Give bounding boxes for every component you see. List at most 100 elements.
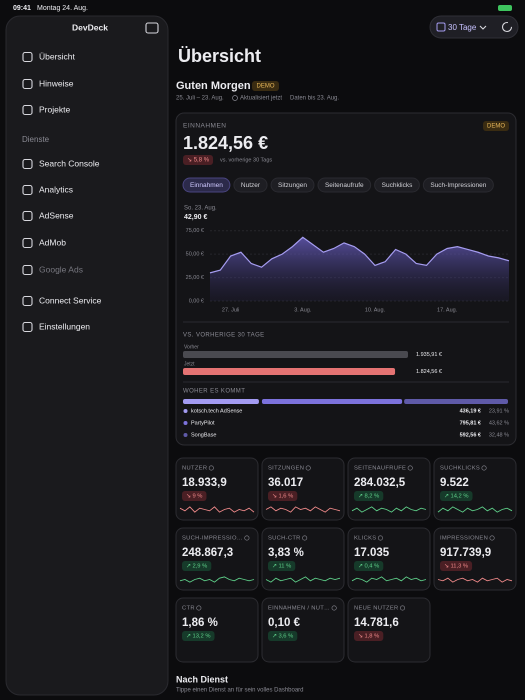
source-value: 592,56 €: [460, 432, 481, 438]
metric-card[interactable]: [261, 457, 345, 521]
tab[interactable]: Sitzungen: [278, 182, 307, 189]
info-icon: [331, 605, 337, 611]
sparkline: [351, 506, 427, 513]
line: [209, 236, 510, 274]
metric-card[interactable]: [175, 527, 259, 591]
nav-item[interactable]: Connect Service: [39, 295, 102, 305]
sparkline: [265, 576, 341, 583]
nav-item[interactable]: Projekte: [39, 104, 70, 114]
source-share: 23,91 %: [489, 408, 509, 414]
change-badge: ↘ 11,3 %: [444, 564, 468, 570]
legend-dot: [183, 409, 188, 413]
change-badge: ↘ 9 %: [186, 494, 202, 500]
tab[interactable]: Such-Impressionen: [430, 182, 486, 189]
nav-icon: [22, 104, 33, 116]
tab-bg: [317, 177, 372, 193]
nav-item[interactable]: Einstellungen: [39, 321, 90, 331]
info-icon: [400, 605, 406, 611]
change-badge-bg: [354, 561, 384, 571]
section-subtitle: Tippe einen Dienst an für sein volles Da…: [176, 688, 304, 694]
metric-value: 0,10 €: [268, 617, 301, 629]
info-icon: [196, 605, 202, 611]
change-badge-bg: [440, 561, 473, 571]
section-label: Dienste: [22, 135, 50, 144]
refresh-button[interactable]: [501, 21, 513, 33]
metric-card[interactable]: [261, 597, 345, 663]
info-icon: [481, 465, 487, 471]
change-badge-bg: [268, 631, 298, 641]
nav-item[interactable]: AdSense: [39, 210, 74, 220]
metric-name: IMPRESSIONEN: [440, 536, 488, 542]
data-until: Daten bis 23. Aug.: [290, 96, 339, 102]
tab-bg: [182, 177, 231, 193]
change-badge-bg: [182, 491, 207, 501]
section-title: Nach Dienst: [176, 674, 228, 684]
info-icon: [208, 465, 214, 471]
nav-item[interactable]: AdMob: [39, 237, 66, 247]
metric-card[interactable]: [433, 457, 517, 521]
y-tick-label: 75,00 €: [186, 228, 204, 234]
bar-label: Vorher: [184, 344, 199, 350]
nav-icon: [22, 237, 33, 249]
tab[interactable]: Seitenaufrufe: [325, 182, 364, 189]
nav-item[interactable]: Übersicht: [39, 51, 76, 61]
source-share: 32,48 %: [489, 432, 509, 438]
tab-bg: [422, 177, 494, 193]
nav-icon: [22, 78, 33, 90]
sidebar: [5, 15, 169, 696]
source-share: 43,62 %: [489, 420, 509, 426]
change-badge-bg: [183, 155, 214, 165]
metric-card[interactable]: [347, 597, 431, 663]
info-icon: [377, 535, 383, 541]
tab[interactable]: Suchklicks: [382, 182, 413, 189]
metric-card[interactable]: [261, 527, 345, 591]
change-badge: ↗ 11 %: [272, 564, 291, 570]
change-badge-bg: [268, 491, 298, 501]
change-badge-bg: [440, 491, 473, 501]
tooltip-value: 42,90 €: [184, 214, 207, 221]
metric-card[interactable]: [175, 597, 259, 663]
app-title: DevDeck: [72, 22, 108, 32]
nav-icon: [22, 295, 33, 307]
change-badge: ↗ 8,2 %: [358, 494, 379, 500]
info-icon: [489, 535, 495, 541]
x-tick-label: 3. Aug.: [294, 307, 312, 313]
tab[interactable]: Einnahmen: [190, 182, 223, 189]
metric-value: 17.035: [354, 547, 390, 559]
metric-value: 36.017: [268, 477, 303, 489]
metric-card[interactable]: [175, 457, 259, 521]
tab[interactable]: Nutzer: [241, 182, 261, 189]
bar-value: 1.935,91 €: [416, 352, 442, 358]
nav-icon: [22, 184, 33, 196]
metric-name: SUCHKLICKS: [440, 466, 480, 472]
nav-item[interactable]: Hinweise: [39, 78, 74, 88]
demo-badge: DEMO: [487, 124, 505, 130]
bar: [183, 351, 408, 358]
nav-item[interactable]: Google Ads: [39, 264, 83, 274]
nav-item[interactable]: Analytics: [39, 184, 73, 194]
metric-value: 14.781,6: [354, 617, 399, 629]
metric-card[interactable]: [347, 457, 431, 521]
metric-card[interactable]: [433, 527, 517, 591]
revenue-label: EINNAHMEN: [183, 123, 227, 130]
nav-item[interactable]: Search Console: [39, 158, 100, 168]
sidebar-toggle[interactable]: [145, 22, 159, 34]
tab-bg: [270, 177, 315, 193]
demo-badge-bg: [252, 81, 279, 91]
sparkline: [179, 506, 255, 513]
status-time: 09:41: [13, 5, 31, 12]
range-picker[interactable]: 30 Tage: [448, 23, 477, 32]
change-badge-bg: [182, 631, 215, 641]
change-badge: ↗ 2,9 %: [186, 564, 207, 570]
period: 25. Juli – 23. Aug.: [176, 96, 224, 102]
sources-title: WOHER ES KOMMT: [183, 389, 245, 395]
clock-icon: [232, 95, 238, 101]
metric-card[interactable]: [347, 527, 431, 591]
source-name: kotsch.tech AdSense: [191, 408, 242, 414]
metric-value: 3,83 %: [268, 547, 304, 559]
bar-value: 1.824,56 €: [416, 369, 442, 375]
source-value: 795,81 €: [460, 420, 481, 426]
change-badge-bg: [182, 561, 212, 571]
revenue-total: 1.824,56 €: [183, 133, 268, 153]
metric-name: SEITENAUFRUFE: [354, 466, 406, 472]
